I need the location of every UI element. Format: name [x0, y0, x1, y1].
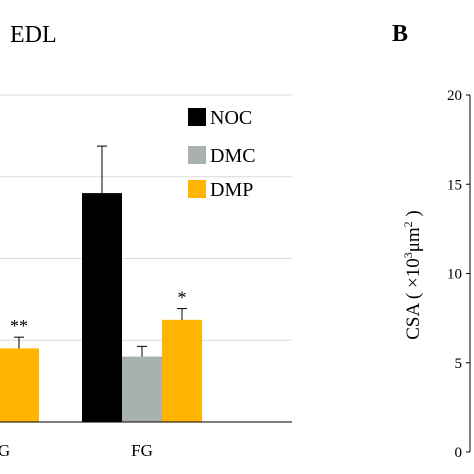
y-tick-label: 5 — [455, 356, 463, 372]
legend-swatch — [188, 180, 206, 198]
bar-dmc-fg — [122, 356, 162, 422]
panel-letter: B — [392, 21, 408, 47]
bars-group — [0, 193, 202, 422]
panel-b: B 0 5 10 15 20 CSA ( ×103μm2 ) — [392, 21, 471, 461]
annotations-group: *** — [10, 288, 187, 337]
bar-dmp-g — [0, 348, 39, 422]
error-bars-group — [14, 145, 187, 357]
legend-swatch — [188, 108, 206, 126]
legend-swatch — [188, 146, 206, 164]
legend: NOC DMC DMP — [188, 107, 256, 201]
bar-noc-fg — [82, 193, 122, 422]
legend-label: DMP — [210, 179, 253, 201]
x-tick-label: FG — [131, 441, 153, 460]
y-tick-label: 20 — [447, 88, 462, 104]
significance-marker: * — [178, 288, 187, 308]
y-tick-label: 15 — [447, 177, 462, 193]
panel-title: EDL — [10, 22, 57, 48]
y-tick-label: 10 — [447, 267, 462, 283]
grid-lines — [0, 94, 292, 341]
y-tick-label: 0 — [455, 445, 463, 461]
significance-marker: ** — [10, 316, 28, 336]
x-tick-labels: G FG — [0, 441, 153, 460]
y-axis-label: CSA ( ×103μm2 ) — [401, 210, 424, 340]
legend-label: NOC — [210, 107, 252, 129]
y-tick-labels: 0 5 10 15 20 — [447, 88, 470, 461]
x-tick-label: G — [0, 441, 10, 460]
legend-label: DMC — [210, 145, 256, 167]
bar-dmp-fg — [162, 319, 202, 422]
